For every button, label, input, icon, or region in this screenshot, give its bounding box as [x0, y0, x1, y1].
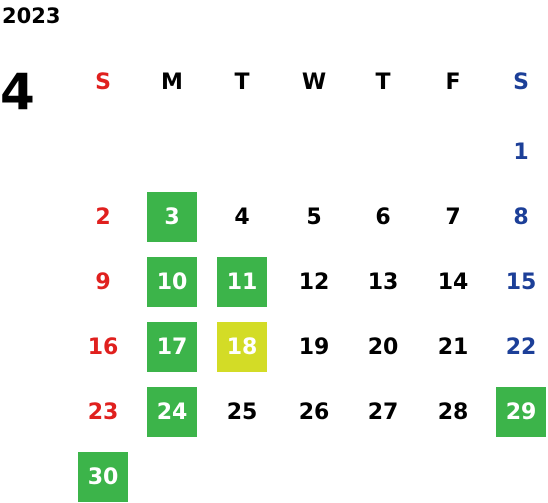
weekday-label: T: [375, 69, 391, 95]
day-cell: 10: [147, 257, 197, 307]
day-cell: 16: [87, 334, 119, 360]
day-cell: 9: [95, 269, 111, 295]
day-cell: 2: [95, 204, 111, 230]
weekday-label: T: [234, 69, 250, 95]
day-cell: 20: [367, 334, 399, 360]
day-cell: 13: [367, 269, 399, 295]
weekday-label: W: [301, 69, 327, 95]
weekday-label: M: [161, 69, 183, 95]
day-cell: 15: [505, 269, 537, 295]
day-cell: 30: [78, 452, 128, 502]
month: 4: [0, 63, 35, 121]
day-cell: 4: [234, 204, 250, 230]
day-cell: 24: [147, 387, 197, 437]
day-cell: 17: [147, 322, 197, 372]
day-cell: 29: [496, 387, 546, 437]
day-cell: 22: [505, 334, 537, 360]
day-cell: 14: [437, 269, 469, 295]
day-cell: 6: [375, 204, 391, 230]
day-cell: 27: [367, 399, 399, 425]
day-cell: 3: [147, 192, 197, 242]
weekday-label: S: [513, 69, 529, 95]
weekday-label: S: [95, 69, 111, 95]
day-cell: 18: [217, 322, 267, 372]
year: 2023: [2, 4, 61, 28]
day-cell: 1: [513, 139, 529, 165]
day-cell: 25: [226, 399, 258, 425]
weekday-label: F: [445, 69, 461, 95]
day-cell: 12: [298, 269, 330, 295]
day-cell: 11: [217, 257, 267, 307]
day-cell: 28: [437, 399, 469, 425]
day-cell: 21: [437, 334, 469, 360]
day-cell: 7: [445, 204, 461, 230]
day-cell: 19: [298, 334, 330, 360]
day-cell: 23: [87, 399, 119, 425]
day-cell: 8: [513, 204, 529, 230]
day-cell: 26: [298, 399, 330, 425]
day-cell: 5: [306, 204, 322, 230]
